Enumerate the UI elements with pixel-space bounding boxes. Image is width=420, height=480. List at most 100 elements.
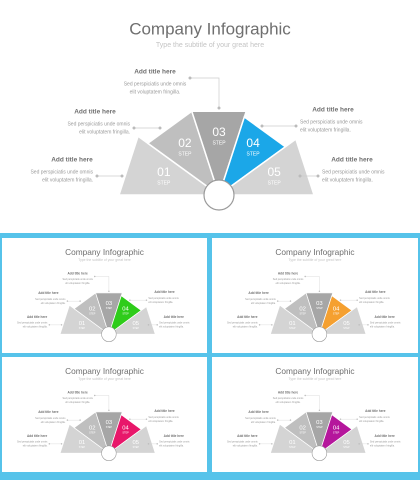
leader-dot [217,106,221,110]
segment [318,306,367,335]
slide-title: Company Infographic [275,247,354,257]
callout-title: Add title here [248,291,269,295]
callout-text: elit voluptatem fringilla. [23,444,48,447]
segment-label: STEP [157,180,171,186]
leader-dot [48,324,51,326]
leader-dot [132,126,136,130]
callout-text: Sed perspiciatis unde omnis [148,297,179,300]
center-circle [203,179,235,211]
leader-line [305,395,320,411]
segment-number: 03 [106,420,113,426]
callout-title: Add title here [154,409,174,413]
leader-dot [147,443,150,445]
callout-text: elit voluptatem fringilla. [300,127,351,133]
callout-text: elit voluptatem fringilla. [276,282,301,285]
segment-label: STEP [89,432,96,435]
leader-dot [258,443,261,445]
segment-number: 05 [343,440,350,446]
center-circle [101,326,117,342]
callout-text: elit voluptatem fringilla. [65,401,90,404]
callout-text: Sed perspiciatis unde omnis [273,278,304,281]
segment-number: 05 [343,321,350,327]
leader-dot [367,324,369,326]
callout-text: elit voluptatem fringilla. [42,177,93,183]
segment [318,425,367,454]
callout-text: elit voluptatem fringilla. [23,325,48,328]
segment-label: STEP [133,327,140,330]
leader-dot [367,443,369,445]
callout-text: elit voluptatem fringilla. [251,421,276,424]
callout-text: elit voluptatem fringilla. [276,401,301,404]
segment-number: 02 [299,307,306,313]
center-circle [311,326,328,342]
callout-title: Add title here [278,390,299,394]
leader-dot [339,299,342,301]
segment-number: 03 [316,420,323,426]
segment-label: STEP [316,426,323,429]
callout-text: Sed perspiciatis unde omnis [370,441,401,444]
segment-label: STEP [289,327,296,330]
callout-text: elit voluptatem fringilla. [322,177,373,183]
callout-text: Sed perspiciatis unde omnis [359,297,390,300]
leader-dot [271,324,273,326]
leader-dot [95,174,99,178]
segment-number: 01 [289,321,296,327]
segment-label: STEP [122,313,129,316]
leader-dot [289,419,292,421]
leader-dot [156,443,158,445]
segment-number: 01 [289,440,296,446]
segment-label: STEP [333,432,340,435]
callout-title: Add title here [365,290,386,294]
callout-title: Add title here [51,157,93,164]
slide-subtitle: Type the subtitle of your great here [78,377,131,381]
leader-dot [158,126,162,130]
segment [107,425,156,454]
segment-label: STEP [316,307,323,310]
segment-label: STEP [89,313,96,316]
segment-number: 02 [178,136,192,150]
leader-dot [276,300,279,302]
callout-text: elit voluptatem fringilla. [148,301,173,304]
segment-number: 04 [246,136,260,150]
callout-text: Sed perspiciatis unde omnis [124,81,187,87]
center-circle [101,445,117,461]
callout-text: Sed perspiciatis unde omnis [273,397,304,400]
callout-title: Add title here [38,291,58,295]
leader-dot [145,418,148,420]
leader-line [305,276,320,292]
leader-dot [358,443,360,445]
callout-title: Add title here [68,390,88,394]
leader-dot [289,300,292,302]
callout-text: Sed perspiciatis unde omnis [148,416,179,419]
slide-title: Company Infographic [65,366,144,376]
leader-dot [304,275,306,278]
leader-dot [156,324,158,326]
leader-dot [339,418,342,420]
segment-label: STEP [289,446,296,449]
callout-text: elit voluptatem fringilla. [79,129,130,135]
callout-text: Sed perspiciatis unde omnis [227,441,258,444]
segment-number: 05 [133,440,140,446]
callout-title: Add title here [38,410,58,414]
callout-text: Sed perspiciatis unde omnis [35,417,66,420]
callout-text: elit voluptatem fringilla. [233,325,258,328]
callout-text: Sed perspiciatis unde omnis [67,121,130,127]
segment-number: 05 [267,165,281,179]
main-slide: Company Infographic Type the subtitle of … [0,0,420,233]
segment-label: STEP [79,327,86,330]
segment-number: 03 [106,301,113,307]
callout-text: elit voluptatem fringilla. [233,444,258,447]
callout-title: Add title here [164,434,184,438]
center-circle [311,445,328,461]
leader-dot [147,324,150,326]
leader-dot [108,409,110,412]
leader-line [190,77,220,108]
leader-dot [271,443,273,445]
callout-text: elit voluptatem fringilla. [370,325,395,328]
leader-line [94,276,110,292]
leader-dot [356,299,358,301]
segment-number: 04 [333,426,340,432]
